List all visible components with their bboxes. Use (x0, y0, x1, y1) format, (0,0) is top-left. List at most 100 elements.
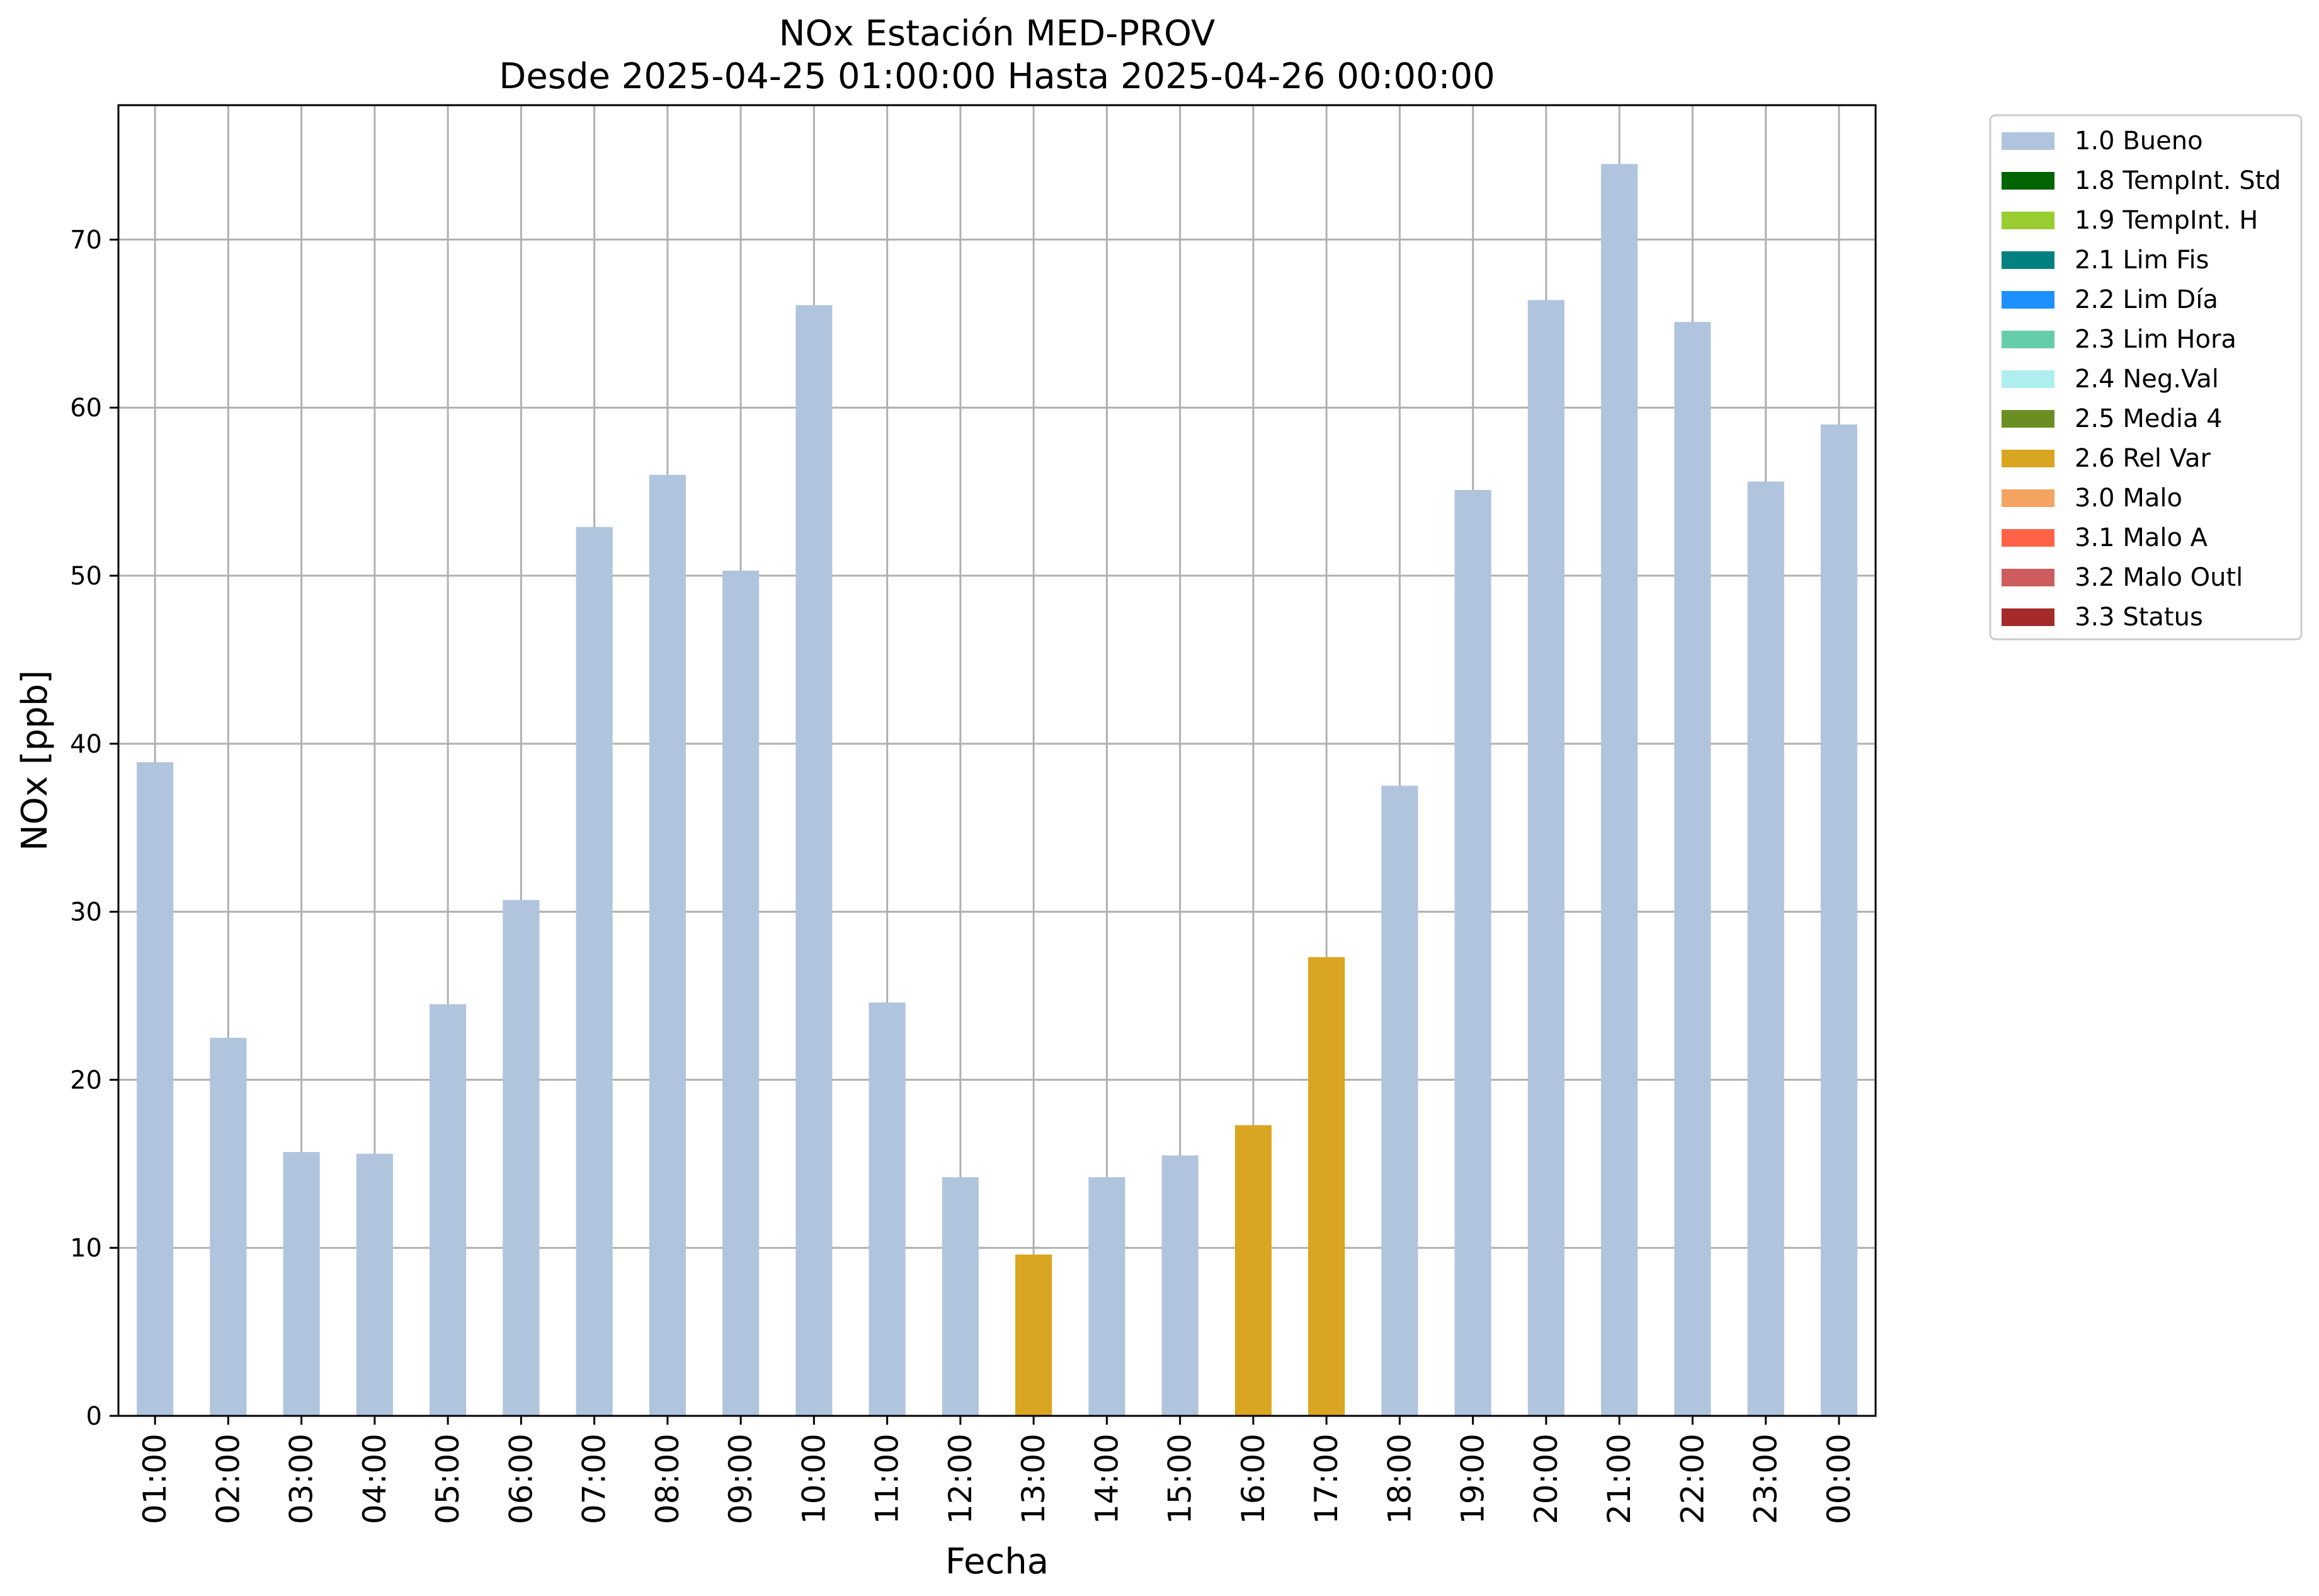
legend-swatch (2002, 450, 2054, 467)
legend-label: 3.1 Malo A (2075, 523, 2208, 552)
legend-item: 2.3 Lim Hora (2002, 325, 2236, 354)
legend-swatch (2002, 172, 2054, 190)
bar-16:00 (1234, 1125, 1272, 1416)
x-tick-label: 16:00 (1235, 1434, 1272, 1524)
legend-item: 2.2 Lim Día (2002, 285, 2218, 314)
bar-11:00 (869, 1002, 906, 1416)
x-tick-label: 23:00 (1748, 1434, 1784, 1524)
x-axis-ticks: 01:00 02:00 03:00 04:00 05:00 06:00 07:00 08:00… (137, 1416, 1857, 1524)
x-tick-label: 12:00 (942, 1434, 979, 1524)
bar-03:00 (283, 1152, 320, 1416)
legend-label: 2.2 Lim Día (2075, 285, 2218, 314)
x-tick-label: 18:00 (1381, 1434, 1418, 1524)
legend-item: 1.9 TempInt. H (2002, 206, 2258, 235)
x-tick-label: 06:00 (503, 1434, 539, 1524)
legend-label: 2.5 Media 4 (2075, 404, 2223, 433)
legend-item: 1.8 TempInt. Std (2002, 166, 2281, 195)
legend-label: 2.6 Rel Var (2075, 444, 2211, 473)
x-tick-label: 19:00 (1455, 1434, 1491, 1524)
legend-swatch (2002, 608, 2054, 626)
bar-13:00 (1015, 1254, 1052, 1416)
legend: 1.0 Bueno 1.8 TempInt. Std 1.9 TempInt. H 2… (1989, 114, 2303, 641)
title-line-1: NOx Estación MED-PROV (779, 13, 1216, 54)
legend-swatch (2002, 569, 2054, 586)
bar-14:00 (1088, 1177, 1125, 1416)
y-tick-label: 10 (70, 1234, 102, 1263)
x-axis-label: Fecha (945, 1541, 1049, 1582)
legend-item: 2.5 Media 4 (2002, 404, 2223, 433)
bar-18:00 (1381, 785, 1418, 1416)
legend-swatch (2002, 331, 2054, 348)
axis-labels: Fecha NOx [ppb] (14, 670, 1049, 1582)
x-tick-label: 20:00 (1528, 1434, 1564, 1524)
bar-19:00 (1454, 489, 1491, 1416)
legend-item: 1.0 Bueno (2002, 127, 2203, 156)
y-tick-label: 0 (86, 1402, 102, 1431)
legend-swatch (2002, 410, 2054, 428)
y-tick-label: 30 (70, 898, 102, 927)
bar-23:00 (1747, 481, 1784, 1416)
bar-22:00 (1674, 322, 1711, 1416)
legend-item: 3.1 Malo A (2002, 523, 2208, 552)
y-tick-label: 60 (70, 394, 102, 423)
bar-04:00 (356, 1153, 393, 1416)
bar-06:00 (503, 899, 540, 1416)
y-tick-label: 70 (70, 225, 102, 254)
bars (137, 164, 1857, 1416)
legend-item: 3.0 Malo (2002, 484, 2182, 513)
y-axis-ticks: 0 10 20 30 40 50 60 70 (70, 225, 118, 1431)
legend-swatch (2002, 132, 2054, 150)
legend-label: 3.0 Malo (2075, 484, 2182, 513)
legend-swatch (2002, 212, 2054, 229)
bar-15:00 (1161, 1155, 1199, 1416)
y-tick-label: 50 (70, 562, 102, 591)
legend-item: 2.6 Rel Var (2002, 444, 2211, 473)
legend-item: 2.4 Neg.Val (2002, 365, 2219, 394)
legend-item: 2.1 Lim Fis (2002, 246, 2209, 275)
legend-label: 1.9 TempInt. H (2075, 206, 2258, 235)
legend-label: 3.3 Status (2075, 603, 2203, 632)
legend-swatch (2002, 529, 2054, 547)
legend-label: 2.4 Neg.Val (2075, 365, 2219, 394)
x-tick-label: 17:00 (1308, 1434, 1345, 1524)
legend-box (1989, 114, 2303, 641)
bar-07:00 (576, 527, 613, 1416)
bar-02:00 (210, 1037, 247, 1416)
x-tick-label: 00:00 (1821, 1434, 1857, 1524)
x-tick-label: 21:00 (1601, 1434, 1638, 1524)
y-tick-label: 40 (70, 730, 102, 759)
x-tick-label: 02:00 (210, 1434, 246, 1524)
x-tick-label: 15:00 (1162, 1434, 1199, 1524)
legend-label: 1.8 TempInt. Std (2075, 166, 2281, 195)
bar-10:00 (795, 305, 833, 1416)
legend-swatch (2002, 251, 2054, 269)
bar-00:00 (1820, 424, 1857, 1416)
bar-01:00 (137, 762, 174, 1416)
plot-border (117, 104, 1877, 1417)
bar-21:00 (1601, 164, 1638, 1416)
legend-swatch (2002, 370, 2054, 388)
legend-label: 2.1 Lim Fis (2075, 246, 2209, 275)
bar-05:00 (430, 1004, 467, 1416)
x-tick-label: 08:00 (649, 1434, 686, 1524)
x-tick-label: 01:00 (137, 1434, 173, 1524)
bar-20:00 (1527, 300, 1564, 1416)
legend-item: 3.2 Malo Outl (2002, 563, 2243, 592)
legend-label: 2.3 Lim Hora (2075, 325, 2236, 354)
x-tick-label: 05:00 (430, 1434, 466, 1524)
title-line-2: Desde 2025-04-25 01:00:00 Hasta 2025-04-… (499, 56, 1495, 97)
y-axis-label: NOx [ppb] (14, 670, 55, 851)
x-tick-label: 10:00 (795, 1434, 832, 1524)
legend-item: 3.3 Status (2002, 603, 2203, 632)
plot-frame (117, 104, 1877, 1417)
bar-17:00 (1308, 957, 1345, 1416)
x-tick-label: 03:00 (283, 1434, 320, 1524)
legend-label: 3.2 Malo Outl (2075, 563, 2243, 592)
x-tick-label: 11:00 (869, 1434, 906, 1524)
x-tick-label: 13:00 (1015, 1434, 1052, 1524)
bar-08:00 (649, 474, 686, 1416)
x-tick-label: 09:00 (722, 1434, 759, 1524)
legend-label: 1.0 Bueno (2075, 127, 2203, 156)
x-tick-label: 07:00 (576, 1434, 613, 1524)
